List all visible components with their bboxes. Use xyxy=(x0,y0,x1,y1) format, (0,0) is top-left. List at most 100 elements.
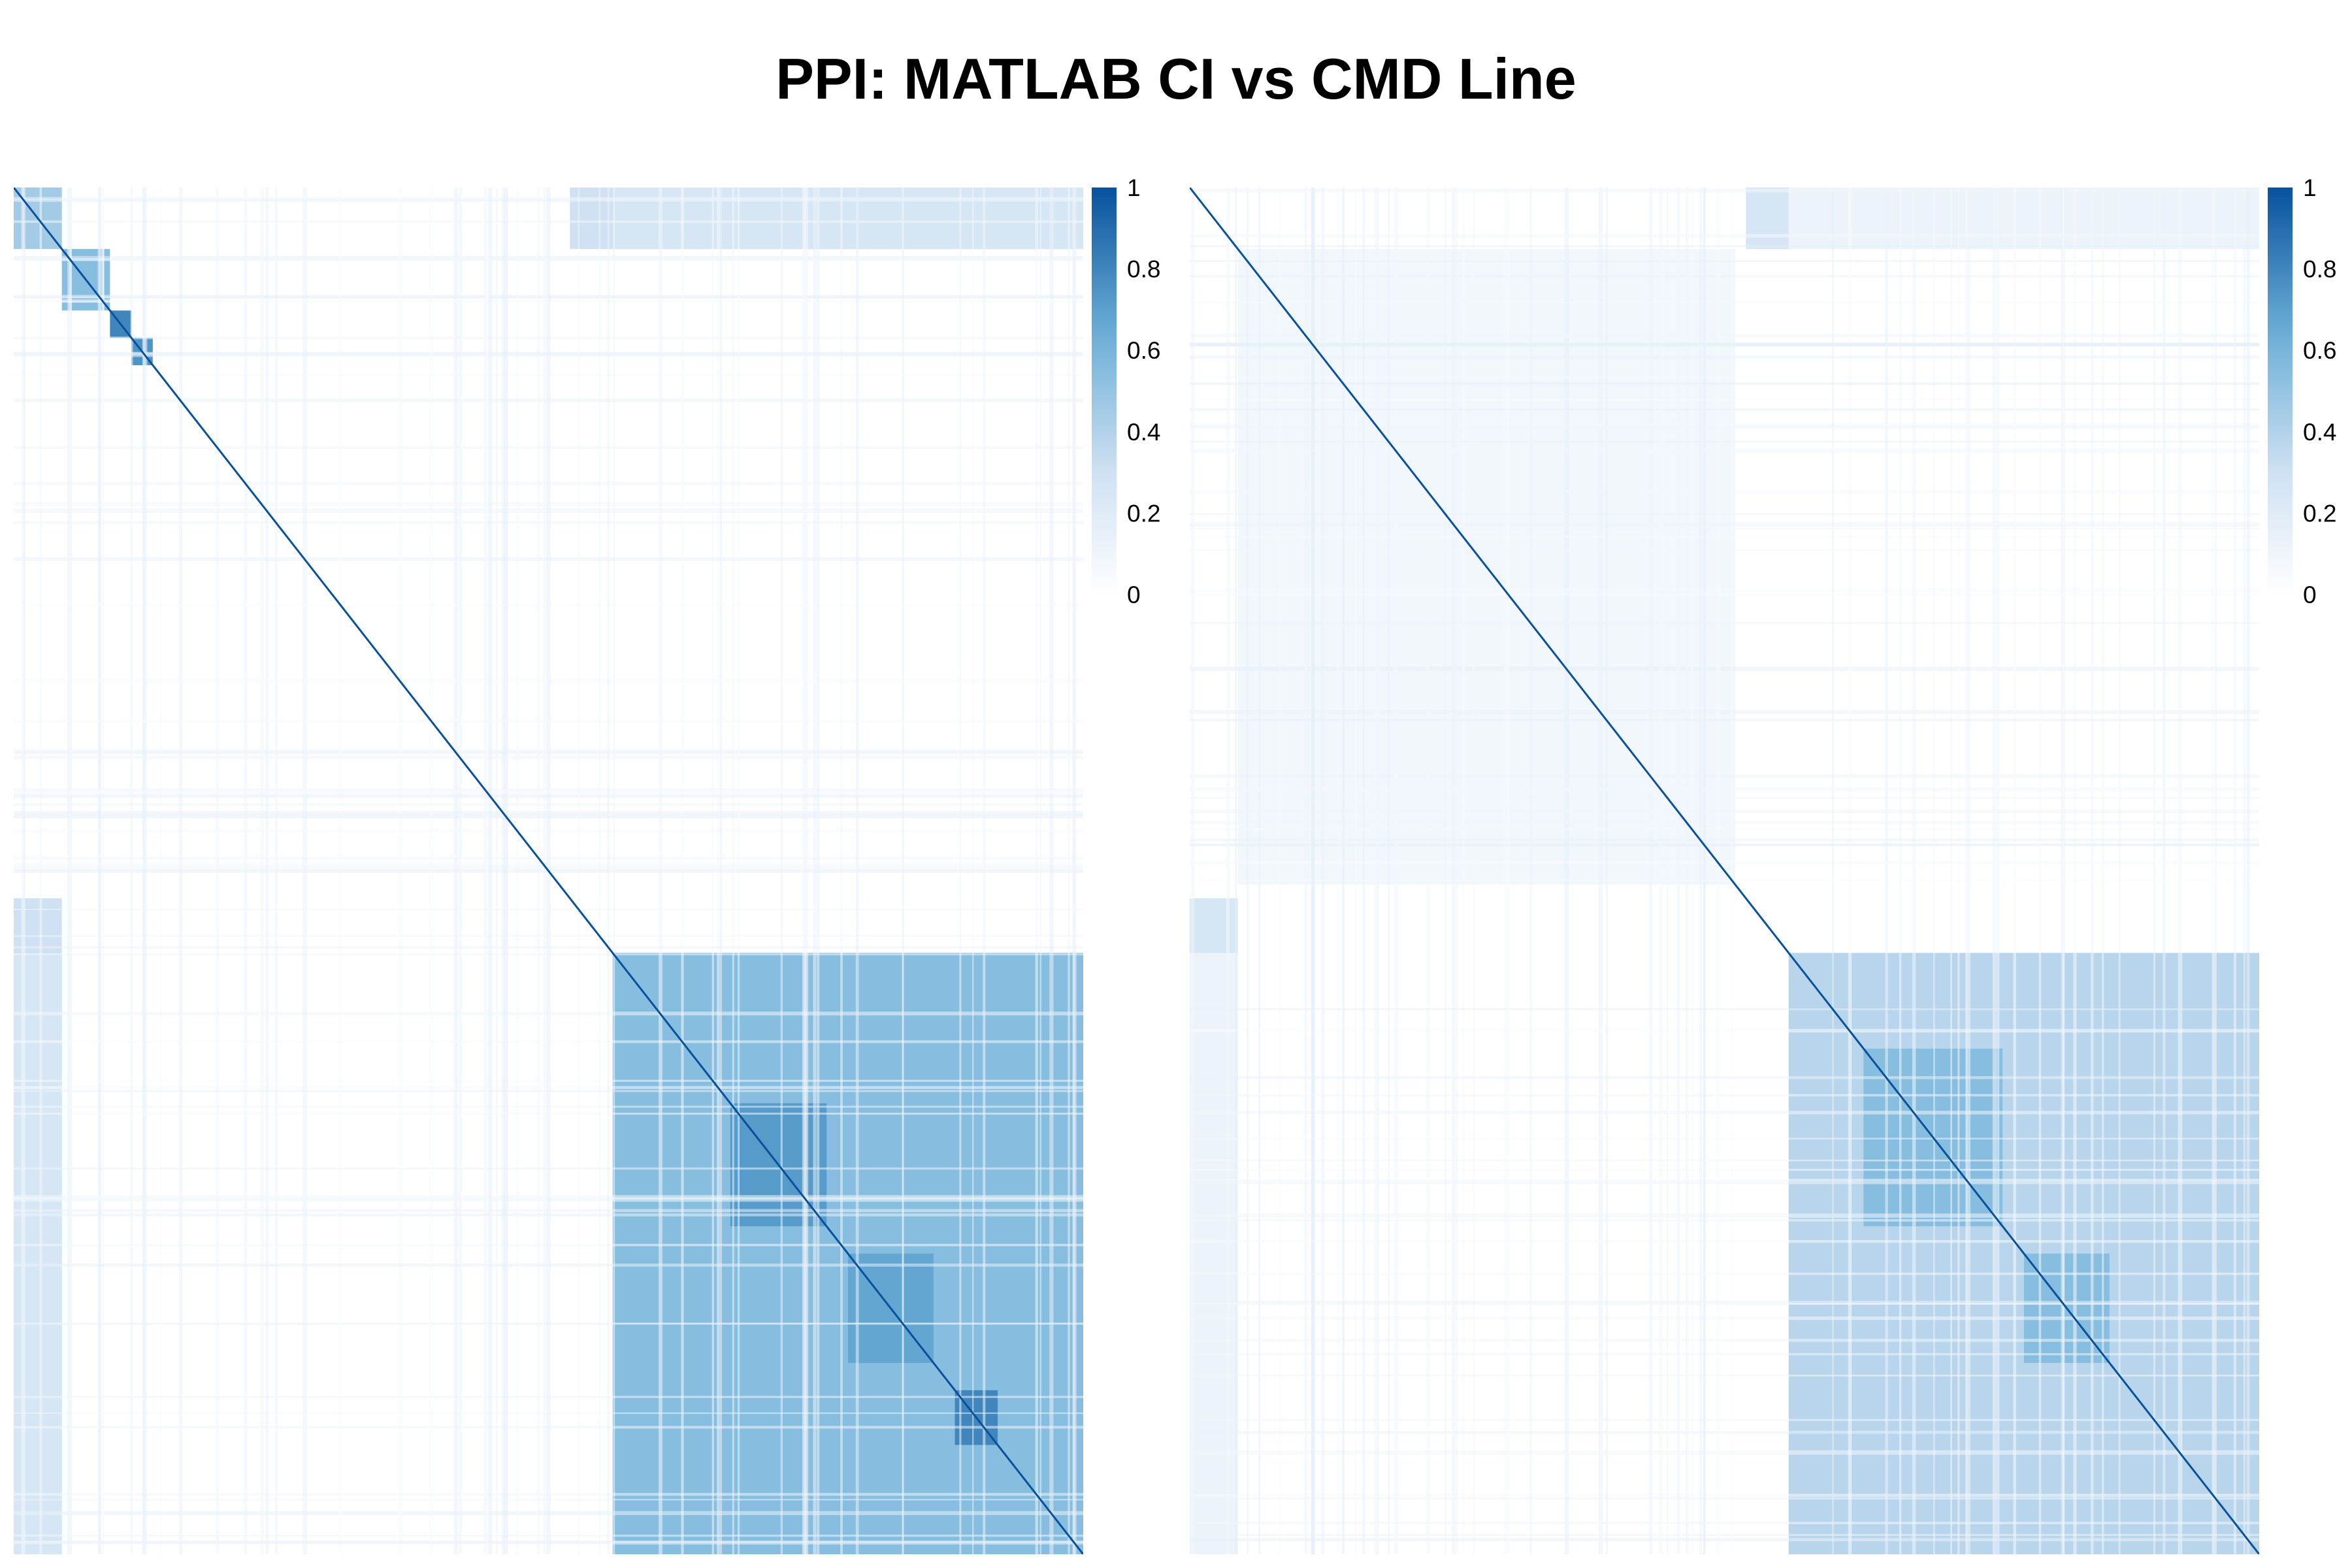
heatmap-stripe xyxy=(1190,1339,2259,1342)
heatmap-stripe xyxy=(607,188,610,1554)
heatmap-stripe xyxy=(1190,796,2259,799)
heatmap-stripe xyxy=(484,188,489,1554)
heatmap-stripe xyxy=(2153,188,2156,1554)
heatmap-stripe xyxy=(14,1499,1083,1501)
heatmap-stripe xyxy=(1190,879,2259,881)
heatmap-stripe xyxy=(2091,188,2094,1554)
heatmap-stripe xyxy=(1388,188,1390,1554)
heatmap-stripe xyxy=(504,188,508,1554)
heatmap-panel-right: 0 0.2 0.4 0.6 0.8 1 xyxy=(1176,174,2352,1560)
heatmap-stripe xyxy=(1342,188,1345,1554)
heatmap-stripe xyxy=(488,188,493,1554)
heatmap-stripe xyxy=(1190,549,2259,551)
heatmap-stripe xyxy=(1716,188,1720,1554)
heatmap-stripe xyxy=(1190,1111,2259,1115)
heatmap-stripe xyxy=(14,794,1083,798)
heatmap-stripe xyxy=(1912,188,1916,1554)
heatmap-stripe xyxy=(1190,448,2259,453)
heatmap-stripe xyxy=(1190,1076,2259,1079)
heatmap-stripe xyxy=(1703,188,1706,1554)
heatmap-stripe xyxy=(1190,342,2259,347)
heatmap-stripe xyxy=(1362,188,1365,1554)
heatmap-stripe xyxy=(1190,334,2259,337)
heatmap-stripe xyxy=(2246,188,2250,1554)
colorbar-left: 0 0.2 0.4 0.6 0.8 1 xyxy=(1092,174,1160,608)
heatmap-stripe xyxy=(1190,399,2259,400)
heatmap-stripe xyxy=(1992,188,1997,1554)
colorbar-tick-label: 1 xyxy=(2303,174,2317,201)
heatmap-stripe xyxy=(1235,188,1237,1554)
heatmap-stripe xyxy=(2163,188,2166,1554)
heatmap-stripe xyxy=(1190,843,2259,847)
heatmap-stripe xyxy=(1190,275,2259,278)
heatmap-stripe xyxy=(2243,188,2246,1554)
heatmap-stripe xyxy=(1507,188,1510,1554)
colorbar-tick-label: 0 xyxy=(2303,581,2317,608)
heatmap-stripe xyxy=(69,188,73,1554)
heatmap-stripe xyxy=(2102,188,2104,1554)
heatmap-stripe xyxy=(1190,513,2259,515)
heatmap-stripe xyxy=(1451,188,1456,1554)
heatmap-stripe xyxy=(1190,838,2259,842)
heatmap-stripe xyxy=(1258,188,1261,1554)
heatmap-stripe xyxy=(1503,188,1508,1554)
colorbar-tick-label: 0.2 xyxy=(2303,500,2336,527)
heatmap-stripe xyxy=(458,188,462,1554)
heatmap-stripe xyxy=(1337,188,1340,1554)
heatmap-stripe xyxy=(1190,1180,2259,1184)
heatmap-stripe xyxy=(1190,188,2259,193)
colorbar-tick-label: 1 xyxy=(1127,174,1141,201)
heatmap-stripe xyxy=(1666,188,1669,1554)
heatmap-stripe xyxy=(738,188,740,1554)
heatmap-stripe xyxy=(429,188,434,1554)
heatmap-stripe xyxy=(1190,1431,2259,1434)
heatmap-stripe xyxy=(2013,188,2016,1554)
colorbar-gradient xyxy=(2268,188,2293,595)
heatmap-stripe xyxy=(1445,188,1446,1554)
heatmap-stripe xyxy=(1190,1179,2259,1181)
heatmap-stripe xyxy=(1190,1418,2259,1421)
heatmap-stripe xyxy=(1190,719,2259,721)
heatmap-stripe xyxy=(1394,188,1399,1554)
heatmap-stripe xyxy=(1933,188,1935,1554)
heatmap-stripe xyxy=(1304,188,1308,1554)
heatmap-diagonal xyxy=(1190,188,2259,1554)
heatmap-stripe xyxy=(1190,1374,2259,1377)
heatmap-stripe xyxy=(14,1213,1083,1217)
heatmap-stripe xyxy=(1965,188,1967,1554)
heatmap-stripe xyxy=(1598,188,1603,1554)
heatmap-stripe xyxy=(2178,188,2183,1554)
heatmap-stripe xyxy=(1848,188,1852,1554)
heatmap-stripe xyxy=(1190,1522,2259,1525)
heatmap-stripe xyxy=(1190,809,2259,813)
heatmap-stripe xyxy=(1564,188,1569,1554)
colorbar-tick-label: 0.2 xyxy=(1127,500,1160,527)
heatmap-stripe xyxy=(1190,245,2259,248)
heatmap-stripe xyxy=(1190,787,2259,792)
heatmap-stripe xyxy=(1190,528,2259,530)
heatmap-stripe xyxy=(816,188,820,1554)
heatmap-stripe xyxy=(2073,188,2077,1554)
heatmap-stripe xyxy=(14,945,1083,949)
heatmap-stripe xyxy=(1190,821,2259,825)
heatmap-stripe xyxy=(1190,302,2259,304)
heatmap-stripe xyxy=(1190,588,2259,593)
heatmap-stripe xyxy=(1190,593,2259,596)
heatmap-stripe xyxy=(1462,188,1465,1554)
heatmap-block-mirror xyxy=(1788,188,2259,250)
heatmap-stripe xyxy=(1957,188,1960,1554)
heatmap-stripe xyxy=(1190,188,1195,1554)
heatmap-stripe xyxy=(1190,1303,2259,1305)
heatmap-stripe xyxy=(1374,188,1379,1554)
heatmap-stripe xyxy=(1190,1169,2259,1171)
colorbar-tick-label: 0.4 xyxy=(2303,419,2336,446)
colorbar-tick-label: 0.6 xyxy=(1127,337,1160,364)
heatmap-stripe xyxy=(1691,188,1693,1554)
heatmap-stripe xyxy=(1685,188,1689,1554)
heatmap-stripe xyxy=(1472,188,1475,1554)
heatmap-stripe xyxy=(2233,188,2236,1554)
heatmap-stripe xyxy=(1190,1159,2259,1162)
heatmap-stripe xyxy=(14,789,1083,794)
heatmap-stripe xyxy=(1967,188,1971,1554)
heatmap-stripe xyxy=(14,755,1083,760)
